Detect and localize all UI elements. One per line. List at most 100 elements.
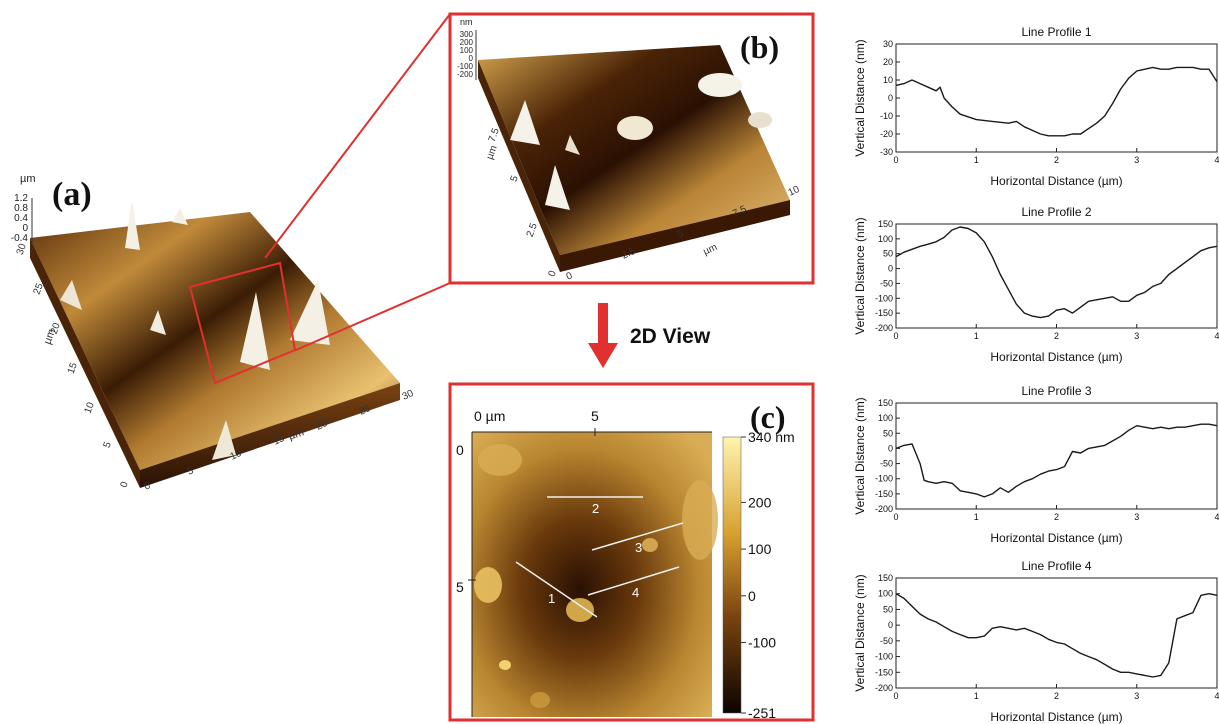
panel-b-y-tick-label: 5	[509, 174, 521, 183]
panel-a-side-left	[30, 238, 140, 488]
panel-b-y-tick-label: 0	[547, 269, 559, 278]
panel-b-x-unit: µm	[702, 242, 719, 258]
panel-c-grain	[499, 660, 511, 670]
panel-c-grain	[566, 598, 594, 622]
y-tick-label: -100	[875, 293, 893, 303]
x-tick-label: 0	[893, 331, 898, 341]
panel-a-y-unit: µm	[42, 327, 59, 346]
profile-line-4	[587, 566, 680, 596]
y-axis-label: Vertical Distance (nm)	[853, 217, 867, 334]
panel-a-z-unit: µm	[20, 173, 36, 185]
x-tick-label: 1	[974, 155, 979, 165]
panel-b-z-tick-label: -200	[457, 70, 474, 79]
y-tick-label: 150	[878, 219, 893, 229]
panel-c-height-map	[472, 432, 712, 717]
panel-c-bright-region	[682, 480, 718, 560]
chart-title: Line Profile 1	[1021, 25, 1091, 39]
x-tick-label: 0	[893, 512, 898, 522]
x-tick-label: 4	[1214, 512, 1219, 522]
chart-title: Line Profile 3	[1021, 384, 1091, 398]
colorbar-tick-label: 100	[748, 541, 772, 557]
panel-b-y-unit: µm	[484, 144, 499, 161]
panel-a-y-tick-label: 0	[119, 480, 131, 489]
panel-b-y-ticks: 0 2.5 5 7.5	[487, 126, 559, 278]
panel-b-grain	[748, 112, 772, 128]
x-tick-label: 1	[974, 691, 979, 701]
y-tick-label: -150	[875, 667, 893, 677]
panel-b-label: (b)	[740, 29, 779, 65]
y-tick-label: 100	[878, 589, 893, 599]
y-tick-label: 50	[883, 249, 893, 259]
arrow-head	[588, 343, 618, 368]
panel-b-grain	[617, 116, 653, 140]
panel-b-x-tick-label: 10	[787, 184, 802, 199]
y-tick-label: -150	[875, 308, 893, 318]
y-tick-label: 150	[878, 398, 893, 408]
y-tick-label: 100	[878, 413, 893, 423]
panel-a-y-ticks: 0 5 10 15 20 25 30	[15, 242, 131, 489]
profile-line-2-label: 2	[592, 501, 599, 516]
x-tick-label: 2	[1054, 155, 1059, 165]
panel-c-label: (c)	[750, 399, 786, 435]
chart-title: Line Profile 4	[1021, 559, 1091, 573]
panel-c-bright-region	[478, 444, 522, 476]
panel-b-x-tick-label: 5	[676, 228, 686, 241]
x-tick-label: 2	[1054, 691, 1059, 701]
y-tick-label: 50	[883, 428, 893, 438]
panel-a-x-tick-label: 25	[358, 403, 373, 418]
panel-a-z-tick-label: 0.8	[14, 203, 28, 214]
arrow-shaft	[598, 303, 608, 345]
x-axis-label: Horizontal Distance (µm)	[990, 174, 1122, 188]
y-tick-label: -100	[875, 652, 893, 662]
panel-b-y-tick-label: 2.5	[525, 221, 540, 238]
y-tick-label: 50	[883, 604, 893, 614]
panel-b-peak	[565, 135, 580, 155]
panel-a-zoom-box	[188, 261, 297, 385]
colorbar-ticks: 340 nm 200 100 0 -100 -251	[741, 429, 795, 721]
panel-b-z-tick-label: 300	[460, 30, 474, 39]
x-tick-label: 4	[1214, 155, 1219, 165]
panel-a-surface	[30, 212, 400, 470]
panel-a-y-tick-label: 20	[49, 321, 63, 336]
panel-b-z-tick-label: 200	[460, 38, 474, 47]
panel-a-y-tick-label: 5	[102, 440, 114, 449]
panel-a-peak	[60, 280, 82, 310]
x-tick-label: 4	[1214, 331, 1219, 341]
panel-b-peak	[545, 165, 570, 210]
y-tick-label: -200	[875, 504, 893, 514]
profile-line-3-label: 3	[635, 540, 642, 555]
y-tick-label: 150	[878, 573, 893, 583]
panel-b-x-ticks: 0 2.5 5 7.5 10	[565, 184, 802, 283]
y-tick-label: -100	[875, 474, 893, 484]
x-axis-label: Horizontal Distance (µm)	[990, 531, 1122, 545]
panel-a-y-tick-label: 10	[83, 401, 97, 416]
zoom-connector-top	[264, 13, 451, 259]
y-tick-label: -150	[875, 489, 893, 499]
panel-a-peak	[240, 292, 270, 370]
panel-c-y-tick-label: 5	[456, 579, 464, 595]
colorbar	[722, 436, 742, 714]
panel-b-x-tick-label: 0	[565, 270, 575, 283]
y-tick-label: -200	[875, 683, 893, 693]
y-axis-label: Vertical Distance (nm)	[853, 397, 867, 514]
panel-a-x-tick-label: 15	[272, 433, 287, 448]
panel-a-x-tick-label: 20	[315, 418, 330, 433]
panel-a-z-ticks: 1.20.80.40-0.4	[11, 193, 29, 244]
y-tick-label: -20	[880, 129, 893, 139]
panel-a-x-unit: µm	[287, 426, 306, 443]
panel-a-x-tick-label: 0	[143, 480, 153, 493]
y-tick-label: 0	[888, 93, 893, 103]
panel-a-z-tick-label: 0	[22, 223, 28, 234]
panel-a-peak	[290, 280, 330, 345]
plot-frame	[895, 577, 1218, 689]
colorbar-tick-label: 340 nm	[748, 429, 795, 445]
y-tick-label: 0	[888, 443, 893, 453]
panel-a-z-tick-label: -0.4	[11, 233, 29, 244]
profile-series-line	[895, 226, 1218, 319]
panel-a-peak	[150, 310, 166, 335]
